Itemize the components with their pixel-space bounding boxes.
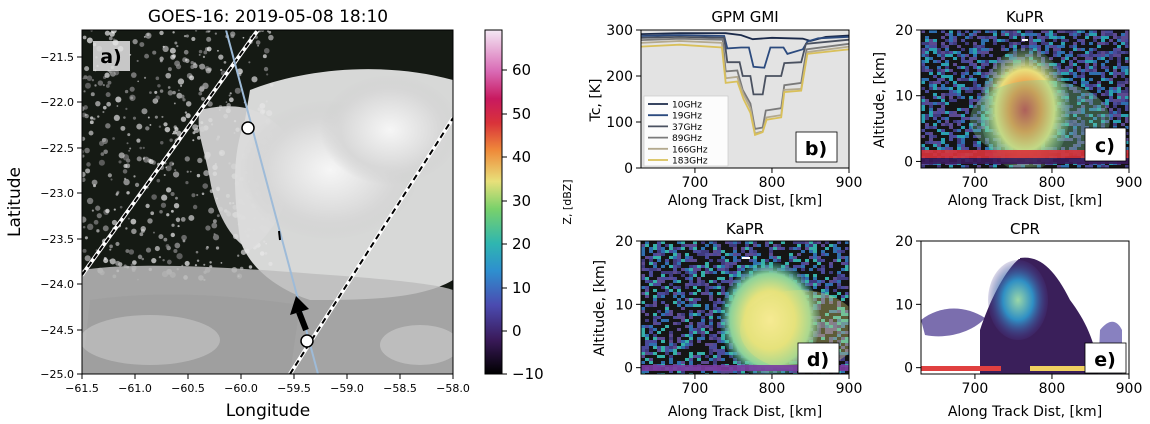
cpr-xlabel: Along Track Dist, [km] [948,404,1102,420]
gmi-ylabel: Tc, [K] [588,79,604,123]
cpr-ytick-label: 0 [904,361,913,377]
gmi-xtick-label: 800 [759,175,786,191]
colorbar: 60 50 40 30 20 10 0 −10 Z, [dBZ] [484,29,574,383]
kapr-xtick-label: 700 [682,381,709,397]
colorbar-tick-label: 60 [512,61,531,79]
map-xtick-label: −61.0 [118,382,152,395]
gmi-series-183GHz [641,43,849,137]
kupr-ylabel: Altitude, [km] [872,52,888,148]
kapr-ytick-label: 0 [624,361,633,377]
kupr-ytick-label: 10 [895,89,913,105]
colorbar-tick-label: 40 [512,148,531,166]
map-xtick-label: −60.5 [171,382,205,395]
satellite-image [82,30,453,374]
legend-label: 37GHz [672,123,702,133]
legend-label: 183GHz [672,157,708,167]
kapr-xtick-label: 800 [759,381,786,397]
kupr-xtick-label: 800 [1039,175,1066,191]
kapr-ytick-label: 10 [615,297,633,313]
colorbar-label: Z, [dBZ] [561,179,574,224]
gmi-xtick-label: 700 [682,175,709,191]
map-xtick-label: −59.5 [277,382,311,395]
gmi-xtick-label: 900 [836,175,863,191]
kupr-title: KuPR [1006,8,1044,26]
panel-label-e: e) [1094,349,1116,371]
colorbar-tick-label: 0 [512,322,522,340]
map-ytick-label: −24.0 [40,278,74,291]
gmi-ytick-label: 200 [606,69,633,85]
kapr-ytick-label: 20 [615,234,633,250]
kupr-ytick-label: 20 [895,23,913,39]
map-ylabel: Latitude [5,167,25,237]
kupr-xtick-label: 900 [1116,175,1143,191]
gmi-xlabel: Along Track Dist, [km] [668,193,822,209]
kupr-panel: KuPR c) 700 800 900 0 10 20 Along Track Dist,… [872,8,1142,209]
map-xtick-label: −60.0 [224,382,258,395]
map-title: GOES-16: 2019-05-08 18:10 [148,7,388,27]
gmi-ytick-label: 0 [624,161,633,177]
map-panel: GOES-16: 2019-05-08 18:10 [5,7,470,421]
map-axes: −61.5 −61.0 −60.5 −60.0 −59.5 −59.0 −58.5 −58.0… [40,51,470,395]
map-xtick-label: −59.0 [330,382,364,395]
colorbar-tick-label: 10 [512,279,531,297]
kupr-xtick-label: 700 [962,175,989,191]
legend-label: 166GHz [672,145,708,155]
track-marker-end [300,334,314,348]
kupr-xlabel: Along Track Dist, [km] [948,193,1102,209]
cpr-panel: CPR e) 700 800 900 0 10 20 Along Track Dist, … [895,220,1142,420]
map-ytick-label: −23.5 [40,233,74,246]
gmi-series-37GHz [641,35,849,96]
track-marker-start [241,121,255,135]
cpr-xtick-label: 800 [1039,381,1066,397]
kapr-panel: KaPR d) 700 800 900 0 10 20 Along Track Dist,… [592,220,862,420]
gmi-title: GPM GMI [711,8,778,26]
panel-label-c: c) [1095,135,1115,157]
panel-label-d: d) [807,349,829,371]
colorbar-tick-label: 50 [512,105,531,123]
map-ytick-label: −25.0 [40,368,74,381]
cpr-ytick-label: 20 [895,234,913,250]
gmi-ytick-label: 100 [606,115,633,131]
kapr-xtick-label: 900 [836,381,863,397]
legend-label: 19GHz [672,112,702,122]
map-ytick-label: −21.5 [40,51,74,64]
colorbar-tick-label: 20 [512,235,531,253]
map-ytick-label: −22.5 [40,142,74,155]
legend-label: 89GHz [672,134,702,144]
map-ytick-label: −23.0 [40,187,74,200]
map-ytick-label: −22.0 [40,96,74,109]
kapr-xlabel: Along Track Dist, [km] [668,404,822,420]
map-xtick-label: −58.0 [436,382,470,395]
map-xlabel: Longitude [226,401,311,421]
cpr-xtick-label: 700 [962,381,989,397]
colorbar-tick-label: −10 [512,365,544,383]
colorbar-tick-label: 30 [512,192,531,210]
map-ytick-label: −24.5 [40,324,74,337]
panel-label-a: a) [100,46,122,68]
cpr-title: CPR [1010,220,1040,238]
direction-arrow [290,296,309,332]
map-xtick-label: −58.5 [383,382,417,395]
kupr-ytick-label: 0 [904,154,913,170]
kapr-ylabel: Altitude, [km] [592,260,608,356]
cpr-ytick-label: 10 [895,297,913,313]
cpr-xtick-label: 900 [1116,381,1143,397]
kapr-title: KaPR [726,220,764,238]
gmi-ytick-label: 300 [606,23,633,39]
legend-label: 10GHz [672,101,702,111]
panel-label-b: b) [805,138,827,160]
map-xtick-label: −61.5 [65,382,99,395]
